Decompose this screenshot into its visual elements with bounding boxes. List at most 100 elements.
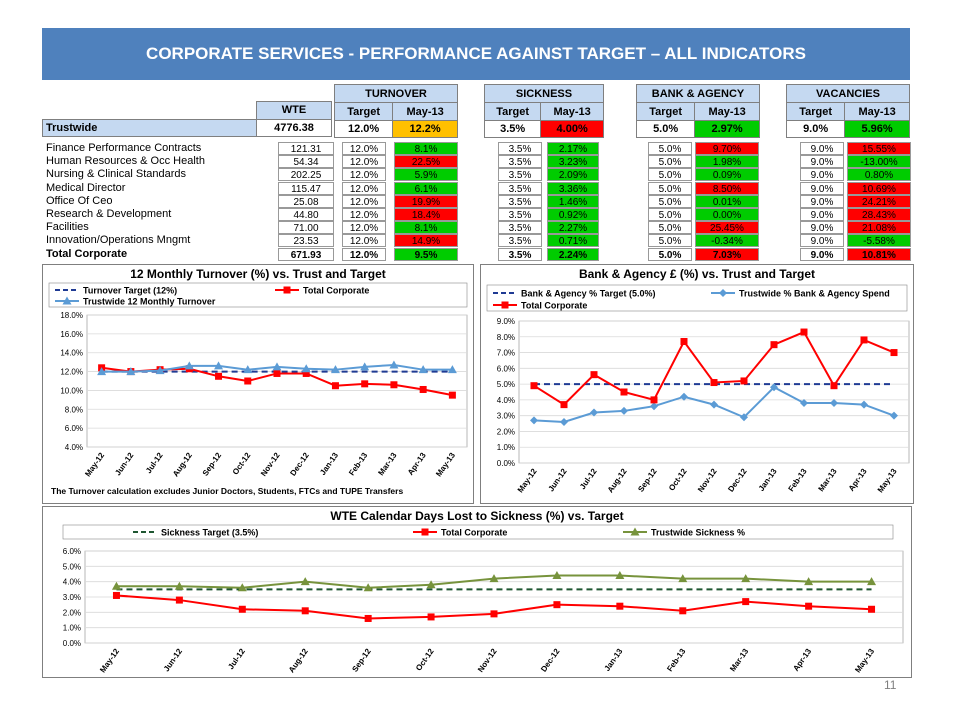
x-tick-label: May-12 [98,647,121,675]
cell-bt: 5.0% [648,155,692,169]
cell-bt: 5.0% [648,142,692,155]
x-tick-label: Jul-12 [578,467,599,492]
x-tick-label: Mar-13 [376,451,398,478]
data-point [272,362,282,371]
total-row: Total Corporate 671.93 12.0% 9.5% 3.5% 2.24% 5… [42,247,912,261]
cell-tt: 12.0% [342,247,386,261]
data-point [890,411,898,420]
trustwide-bank: 2.97% [694,120,760,138]
table-row: Human Resources & Occ Health 54.34 12.0% 22… [42,155,912,169]
x-tick-label: Jul-12 [226,647,247,672]
cell-b: 1.98% [695,155,759,169]
cell-b: 0.09% [695,168,759,182]
table-row: Office Of Ceo 25.08 12.0% 19.9% 3.5% 1.46% 5.0… [42,194,912,208]
data-point [867,577,877,586]
turnover-chart-panel: 12 Monthly Turnover (%) vs. Trust and Ta… [42,264,474,504]
data-point [770,341,778,349]
y-tick-label: 14.0% [60,349,83,358]
data-point [680,392,688,401]
data-point [364,614,372,622]
cell-tt: 12.0% [342,194,386,208]
y-tick-label: 4.0% [65,443,83,452]
y-tick-label: 8.0% [497,333,515,342]
data-point [616,602,624,610]
sickness-header-block: SICKNESS Target May-13 3.5% 4.00% [483,84,604,138]
cell-s: 0.92% [547,208,599,221]
data-point [175,596,183,604]
cell-bt: 5.0% [648,181,692,195]
legend-label: Trustwide % Bank & Agency Spend [739,289,890,299]
sickness-chart: WTE Calendar Days Lost to Sickness (%) v… [62,509,904,675]
cell-v: -13.00% [847,155,911,169]
turnover-chart: 12 Monthly Turnover (%) vs. Trust and Ta… [48,267,468,496]
legend-box [62,524,894,540]
x-tick-label: Dec-12 [726,467,749,494]
y-tick-label: 18.0% [60,311,83,320]
data-point [427,613,435,621]
data-point [283,286,291,294]
department-name: Medical Director [46,181,126,194]
vacancies-month-header: May-13 [844,102,910,121]
cell-t: 22.5% [394,155,458,169]
cell-s: 2.27% [547,221,599,235]
cell-s: 1.46% [547,194,599,208]
data-point [630,527,640,536]
data-point [214,361,224,370]
cell-wte: 25.08 [278,194,334,208]
cell-vt: 9.0% [800,168,844,182]
data-point [237,583,247,592]
table-row: Facilities 71.00 12.0% 8.1% 3.5% 2.27% 5.0% 25.… [42,221,912,235]
cell-vt: 9.0% [800,208,844,221]
data-point [302,369,310,377]
data-point [678,574,688,583]
cell-st: 3.5% [498,221,542,235]
bank-agency-chart: Bank & Agency £ (%) vs. Trust and Target… [486,267,910,495]
cell-wte: 202.25 [278,168,334,182]
x-tick-label: Feb-13 [786,467,808,494]
x-tick-label: Jan-13 [318,451,340,477]
cell-bt: 5.0% [648,247,692,261]
y-tick-label: 6.0% [497,364,515,373]
data-point [97,367,107,376]
x-tick-label: Aug-12 [171,451,194,479]
trustwide-wte: 4776.38 [256,118,332,137]
x-tick-label: May-12 [516,467,539,495]
cell-s: 3.23% [547,155,599,169]
cell-s: 3.36% [547,181,599,195]
data-point [360,362,370,371]
y-tick-label: 5.0% [497,380,515,389]
data-point [361,380,369,388]
x-tick-label: May-12 [83,451,106,479]
y-tick-label: 16.0% [60,330,83,339]
x-tick-label: Jul-12 [144,451,165,476]
cell-b: 9.70% [695,142,759,155]
cell-b: 7.03% [695,247,759,261]
cell-vt: 9.0% [800,181,844,195]
legend-label: Trustwide Sickness % [651,528,745,538]
cell-bt: 5.0% [648,208,692,221]
data-point [650,396,658,404]
y-tick-label: 2.0% [497,427,515,436]
cell-v: 24.21% [847,194,911,208]
cell-b: 25.45% [695,221,759,235]
cell-tt: 12.0% [342,221,386,235]
data-point [680,338,688,346]
chart-title: Bank & Agency £ (%) vs. Trust and Target [579,267,815,281]
plot-area [86,314,468,448]
data-point [501,301,509,309]
cell-s: 2.17% [547,142,599,155]
cell-wte: 23.53 [278,234,334,248]
data-point [111,581,121,590]
data-point [830,382,838,390]
data-point [710,400,718,409]
bank-header-block: BANK & AGENCY Target May-13 5.0% 2.97% [635,84,760,138]
trustwide-label: Trustwide [42,118,257,137]
x-tick-label: Nov-12 [259,451,282,478]
data-point [448,391,456,399]
cell-b: -0.34% [695,234,759,248]
bank-month-header: May-13 [694,102,760,121]
legend-box [48,282,468,308]
cell-t: 14.9% [394,234,458,248]
data-point [389,360,399,369]
table-row: Research & Development 44.80 12.0% 18.4% 3.5… [42,208,912,221]
